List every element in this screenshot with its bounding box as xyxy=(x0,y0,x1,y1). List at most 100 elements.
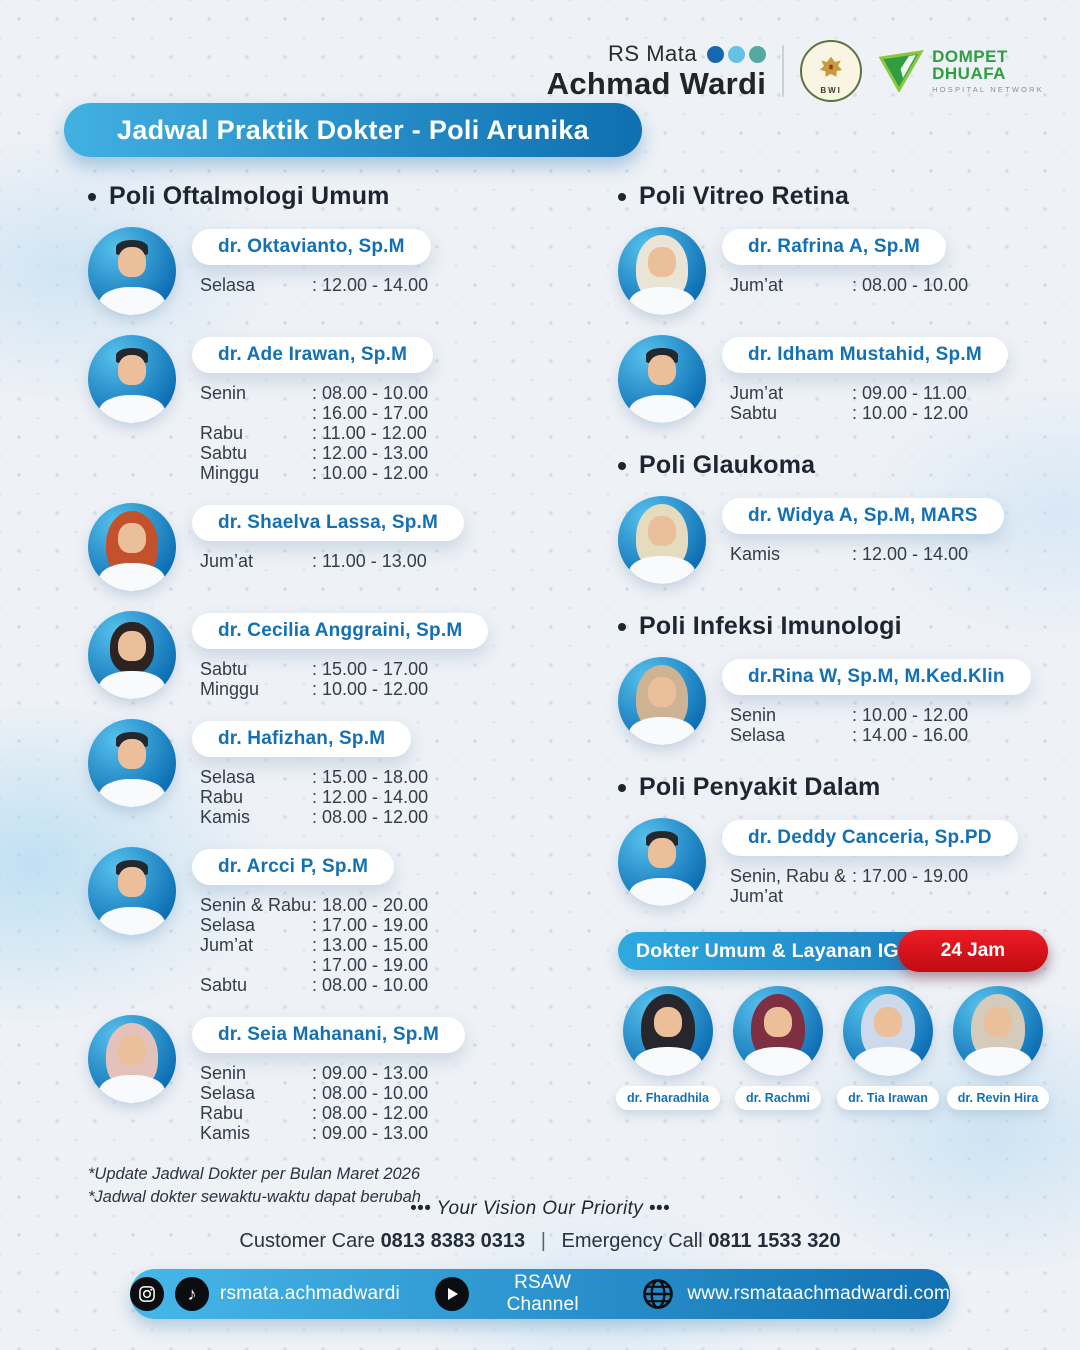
bwi-logo-icon: BWI xyxy=(800,40,863,102)
schedule-row: Selasa: 08.00 - 10.00 xyxy=(200,1083,429,1103)
schedule-row: Selasa: 14.00 - 16.00 xyxy=(730,725,969,745)
schedule-row: Senin & Rabu: 18.00 - 20.00 xyxy=(200,895,429,915)
section-heading-oftalmologi-umum: Poli Oftalmologi Umum xyxy=(88,182,528,211)
schedule-row: Selasa: 12.00 - 14.00 xyxy=(200,275,429,295)
igd-doctor: dr. Revin Hira xyxy=(946,986,1050,1110)
doctor-photo xyxy=(618,818,706,906)
igd-doctor-name: dr. Tia Irawan xyxy=(837,1086,939,1110)
igd-doctor-name: dr. Rachmi xyxy=(735,1086,821,1110)
schedule: Senin & Rabu: 18.00 - 20.00 Selasa: 17.0… xyxy=(200,895,428,995)
tagline: ••• Your Vision Our Priority ••• xyxy=(409,1198,671,1219)
doctor-name: dr. Ade Irawan, Sp.M xyxy=(192,337,434,373)
section-heading-vitreo-retina: Poli Vitreo Retina xyxy=(618,182,1048,211)
emergency-call-label: Emergency Call xyxy=(561,1230,703,1252)
doctor-name: dr. Deddy Canceria, Sp.PD xyxy=(722,820,1018,856)
igd-doctor: dr. Tia Irawan xyxy=(837,986,939,1110)
customer-care-label: Customer Care xyxy=(239,1230,375,1252)
section-heading-penyakit-dalam: Poli Penyakit Dalam xyxy=(618,773,1048,802)
schedule-row: Senin: 09.00 - 13.00 xyxy=(200,1063,429,1083)
schedule-row: Rabu: 08.00 - 12.00 xyxy=(200,1103,429,1123)
contact-divider: | xyxy=(540,1230,546,1252)
social-handle: rsmata.achmadwardi xyxy=(220,1283,400,1304)
doctor-name: dr. Shaelva Lassa, Sp.M xyxy=(192,505,465,541)
doctor-photo xyxy=(733,986,823,1076)
schedule: Sabtu: 15.00 - 17.00 Minggu: 10.00 - 12.… xyxy=(200,659,428,699)
doctor-name: dr. Arcci P, Sp.M xyxy=(192,849,395,885)
igd-banner: Dokter Umum & Layanan IGD 24 Jam xyxy=(618,930,1048,972)
doctor-name: dr.Rina W, Sp.M, M.Ked.Klin xyxy=(722,659,1031,695)
logo-divider xyxy=(782,45,785,97)
schedule-row: Senin: 08.00 - 10.00 xyxy=(200,383,429,403)
doctor-photo xyxy=(953,986,1043,1076)
schedule-row: Selasa: 15.00 - 18.00 xyxy=(200,767,429,787)
schedule: Kamis: 12.00 - 14.00 xyxy=(730,544,968,564)
schedule: Senin: 08.00 - 10.00 : 16.00 - 17.00 Rab… xyxy=(200,383,428,483)
schedule-row: Jum’at: 11.00 - 13.00 xyxy=(200,551,427,571)
doctor-card: dr. Shaelva Lassa, Sp.M Jum’at: 11.00 - … xyxy=(88,503,528,591)
schedule-row: Rabu: 11.00 - 12.00 xyxy=(200,423,427,443)
bullet-icon xyxy=(618,622,626,631)
bwi-label: BWI xyxy=(820,86,842,95)
brand-name-top: RS Mata xyxy=(608,41,698,66)
doctor-card: dr. Widya A, Sp.M, MARS Kamis: 12.00 - 1… xyxy=(618,496,1048,584)
doctor-photo xyxy=(88,847,176,935)
schedule: Jum’at: 11.00 - 13.00 xyxy=(200,551,427,571)
doctor-name: dr. Seia Mahanani, Sp.M xyxy=(192,1017,466,1053)
doctor-card: dr. Deddy Canceria, Sp.PD Senin, Rabu &:… xyxy=(618,818,1048,906)
footer-social-bar: ♪ rsmata.achmadwardi RSAW Channel www.rs… xyxy=(130,1269,950,1319)
doctor-name: dr. Widya A, Sp.M, MARS xyxy=(722,498,1004,534)
bullet-icon xyxy=(618,783,626,792)
igd-doctor: dr. Fharadhila xyxy=(616,986,720,1110)
doctor-card: dr.Rina W, Sp.M, M.Ked.Klin Senin: 10.00… xyxy=(618,657,1048,745)
schedule-row: Selasa: 17.00 - 19.00 xyxy=(200,915,429,935)
column-left: Poli Oftalmologi Umum dr. Oktavianto, Sp… xyxy=(88,182,528,1209)
igd-doctor: dr. Rachmi xyxy=(728,986,828,1110)
doctor-photo xyxy=(618,335,706,423)
dompet-name-2: DHUAFA xyxy=(932,64,1006,84)
doctor-photo xyxy=(623,986,713,1076)
dompet-subtitle: HOSPITAL NETWORK xyxy=(932,85,1044,95)
customer-care-number: 0813 8383 0313 xyxy=(380,1230,526,1252)
igd-banner-label: Dokter Umum & Layanan IGD xyxy=(636,939,913,962)
igd-doctor-name: dr. Revin Hira xyxy=(946,1086,1050,1110)
doctor-photo xyxy=(618,657,706,745)
dompet-dhuafa-logo: DOMPET DHUAFA HOSPITAL NETWORK xyxy=(878,48,1044,94)
schedule-row: Jum’at: 08.00 - 10.00 xyxy=(730,275,969,295)
doctor-card: dr. Rafrina A, Sp.M Jum’at: 08.00 - 10.0… xyxy=(618,227,1048,315)
doctor-card: dr. Cecilia Anggraini, Sp.M Sabtu: 15.00… xyxy=(88,611,528,699)
contact-line: Customer Care 0813 8383 0313 | Emergency… xyxy=(0,1230,1080,1253)
doctor-name: dr. Cecilia Anggraini, Sp.M xyxy=(192,613,489,649)
schedule-row: Jum’at: 09.00 - 11.00 xyxy=(730,383,967,403)
schedule-row: Sabtu: 10.00 - 12.00 xyxy=(730,403,969,423)
bullet-icon xyxy=(618,192,626,201)
doctor-photo xyxy=(618,227,706,315)
emergency-call-number: 0811 1533 320 xyxy=(708,1230,841,1252)
brand-name-bottom: Achmad Wardi xyxy=(546,66,767,101)
section-heading-glaukoma: Poli Glaukoma xyxy=(618,451,1048,480)
globe-icon xyxy=(643,1279,674,1309)
schedule: Selasa: 12.00 - 14.00 xyxy=(200,275,428,295)
doctor-name: dr. Hafizhan, Sp.M xyxy=(192,721,412,757)
website-url: www.rsmataachmadwardi.com xyxy=(687,1283,950,1304)
schedule: Selasa: 15.00 - 18.00 Rabu: 12.00 - 14.0… xyxy=(200,767,428,827)
schedule-row: : 16.00 - 17.00 xyxy=(312,403,429,423)
doctor-photo xyxy=(618,496,706,584)
schedule-row: Kamis: 12.00 - 14.00 xyxy=(730,544,969,564)
bottom-area: ••• Your Vision Our Priority ••• Custome… xyxy=(0,1198,1080,1319)
doctor-card: dr. Arcci P, Sp.M Senin & Rabu: 18.00 - … xyxy=(88,847,528,995)
doctor-name: dr. Idham Mustahid, Sp.M xyxy=(722,337,1008,373)
doctor-name: dr. Oktavianto, Sp.M xyxy=(192,229,431,265)
schedule-row: Minggu: 10.00 - 12.00 xyxy=(200,679,429,699)
doctor-photo xyxy=(88,719,176,807)
youtube-icon xyxy=(434,1277,469,1311)
footnote-line-2: *Jadwal dokter sewaktu-waktu dapat berub… xyxy=(88,1188,421,1207)
dompet-name-1: DOMPET xyxy=(932,47,1008,67)
schedule-row: Senin: 10.00 - 12.00 xyxy=(730,705,969,725)
bullet-icon xyxy=(618,461,626,470)
doctor-card: dr. Idham Mustahid, Sp.M Jum’at: 09.00 -… xyxy=(618,335,1048,423)
doctor-card: dr. Seia Mahanani, Sp.M Senin: 09.00 - 1… xyxy=(88,1015,528,1143)
doctor-photo xyxy=(88,1015,176,1103)
hospital-brand: RS Mata Achmad Wardi xyxy=(546,41,767,101)
youtube-channel-label: RSAW Channel xyxy=(506,1272,579,1315)
footnote-line-1: *Update Jadwal Dokter per Bulan Maret 20… xyxy=(88,1165,421,1183)
